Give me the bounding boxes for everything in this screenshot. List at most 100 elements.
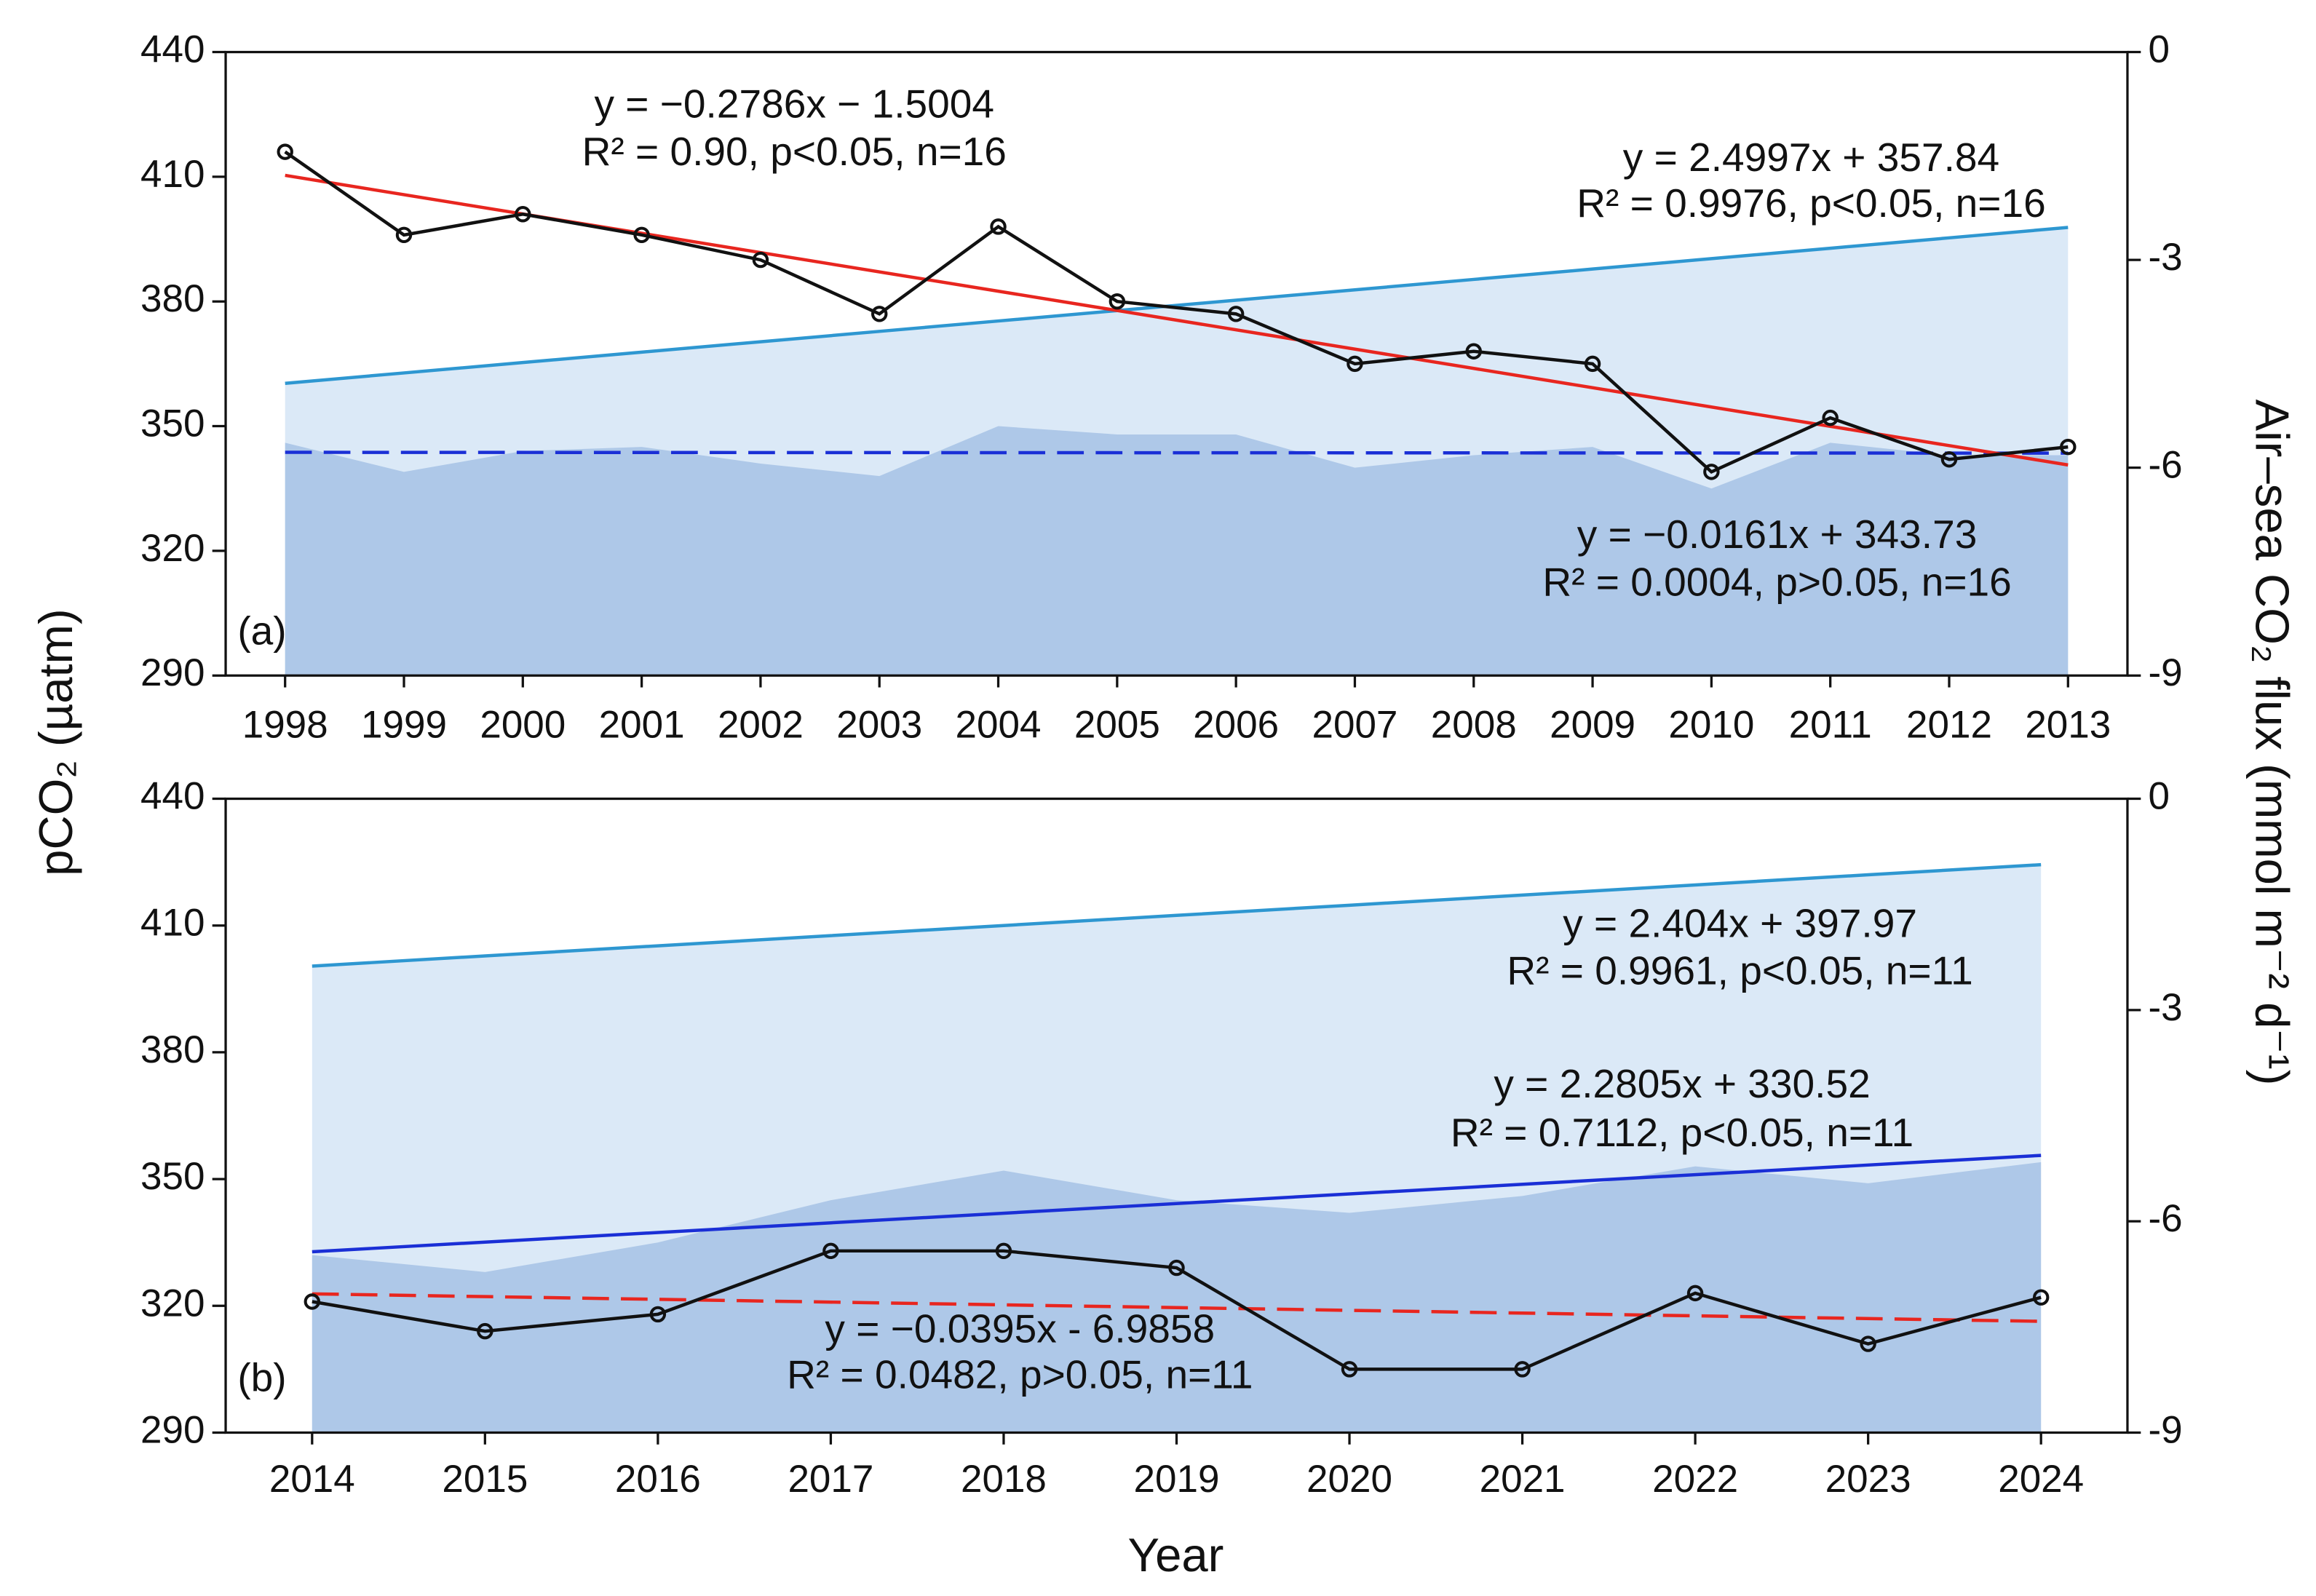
trend-line (312, 1292, 2042, 1323)
point (2032, 1289, 2050, 1306)
point (1514, 1361, 1531, 1378)
x-tick-label: 2010 (1668, 704, 1754, 747)
line (284, 150, 2069, 475)
x-tick-label: 2012 (1906, 704, 1992, 747)
x-tick-label: 1998 (242, 704, 328, 747)
x-tick-label: 2015 (442, 1458, 528, 1501)
annotation: R² = 0.0482, p>0.05, n=11 (787, 1352, 1253, 1397)
y-tick-label: 440 (140, 28, 205, 71)
point (871, 306, 888, 322)
area (285, 426, 2069, 676)
point (1860, 1335, 1876, 1352)
x-tick-label: 2017 (788, 1458, 873, 1501)
x-tick-label: 2018 (961, 1458, 1047, 1501)
x-axis-label: Year (1128, 1528, 1224, 1581)
annotation: R² = 0.7112, p<0.05, n=11 (1451, 1110, 1914, 1155)
point (2060, 438, 2077, 456)
y-tick-label: 320 (140, 527, 205, 570)
y-tick-label: 410 (140, 153, 205, 196)
y2-tick-label: 0 (2149, 28, 2170, 71)
annotation: R² = 0.90, p<0.05, n=16 (582, 129, 1007, 174)
trend-line (312, 862, 2042, 968)
point (477, 1322, 493, 1340)
y2-tick-label: -6 (2149, 1197, 2183, 1240)
point (1168, 1259, 1185, 1277)
trend-line (285, 226, 2069, 385)
y2-tick-label: -9 (2149, 1409, 2183, 1452)
x-tick-label: 2016 (615, 1458, 701, 1501)
x-tick-label: 2020 (1306, 1458, 1392, 1501)
point (990, 218, 1007, 235)
annotation: R² = 0.0004, p>0.05, n=16 (1542, 559, 2011, 604)
annotation: y = −0.0395x - 6.9858 (825, 1306, 1215, 1351)
annotation: y = −0.2786x − 1.5004 (594, 82, 994, 127)
y-tick-label: 320 (140, 1282, 205, 1325)
y2-tick-label: -3 (2149, 236, 2183, 279)
x-tick-label: 2007 (1312, 704, 1397, 747)
point (1822, 409, 1839, 426)
x-tick-label: 2004 (956, 704, 1042, 747)
x-tick-label: 2006 (1193, 704, 1279, 747)
y2-tick-label: 0 (2149, 775, 2170, 818)
trend-line (312, 1154, 2042, 1254)
y2-tick-label: -6 (2149, 444, 2183, 487)
point (395, 226, 413, 244)
y-tick-label: 350 (140, 1155, 205, 1198)
panel-label: (b) (237, 1355, 286, 1400)
point (304, 1293, 321, 1310)
point (1584, 355, 1601, 373)
y-tick-label: 380 (140, 1028, 205, 1071)
point (1347, 355, 1363, 373)
plot-frame (224, 50, 2129, 677)
x-tick-label: 2008 (1431, 704, 1517, 747)
y-axis-label: pCO₂ (µatm) (29, 608, 82, 876)
x-tick-label: 2003 (836, 704, 922, 747)
x-tick-label: 2023 (1825, 1458, 1911, 1501)
x-tick-label: 2019 (1134, 1458, 1220, 1501)
point (1465, 343, 1482, 360)
y-tick-label: 380 (140, 277, 205, 320)
y2-tick-label: -9 (2149, 651, 2183, 694)
point (995, 1242, 1012, 1260)
annotation: R² = 0.9961, p<0.05, n=11 (1507, 948, 1972, 993)
point (1686, 1285, 1704, 1302)
annotation: y = 2.404x + 397.97 (1563, 900, 1917, 945)
x-tick-label: 2000 (480, 704, 566, 747)
point (649, 1306, 667, 1323)
point (1227, 306, 1245, 322)
y-tick-label: 290 (140, 1409, 205, 1452)
point (1109, 293, 1126, 310)
y2-tick-label: -3 (2149, 986, 2183, 1029)
panel: 290 320 350 380 410 440 -9 -6 -3 0 1998 1999 2000 200… (140, 28, 2183, 747)
x-tick-label: 2024 (1998, 1458, 2084, 1501)
annotation: R² = 0.9976, p<0.05, n=16 (1577, 180, 2045, 226)
point (1703, 464, 1720, 480)
panel-label: (a) (237, 608, 286, 654)
x-tick-label: 2001 (599, 704, 685, 747)
x-tick-label: 2002 (718, 704, 804, 747)
y-tick-label: 410 (140, 902, 205, 945)
x-tick-label: 1999 (361, 704, 447, 747)
point (277, 143, 293, 160)
y2-axis-label: Air–sea CO₂ flux (mmol m⁻² d⁻¹) (2245, 400, 2299, 1086)
point (633, 226, 650, 244)
point (1940, 451, 1958, 468)
x-tick-label: 2005 (1074, 704, 1160, 747)
annotation: y = 2.4997x + 357.84 (1623, 135, 1999, 180)
y-tick-label: 440 (140, 775, 205, 818)
x-tick-label: 2013 (2025, 704, 2111, 747)
point (752, 251, 769, 269)
area (312, 1162, 2042, 1433)
point (1341, 1361, 1358, 1378)
x-tick-label: 2022 (1652, 1458, 1738, 1501)
panel: 290 320 350 380 410 440 -9 -6 -3 0 2014 2015 2016 201… (140, 775, 2183, 1501)
point (822, 1242, 839, 1260)
x-tick-label: 2009 (1550, 704, 1635, 747)
x-tick-label: 2011 (1789, 704, 1872, 747)
annotation: y = 2.2805x + 330.52 (1494, 1061, 1870, 1106)
annotation: y = −0.0161x + 343.73 (1577, 512, 1978, 557)
point (515, 206, 531, 223)
y-tick-label: 290 (140, 651, 205, 694)
x-tick-label: 2021 (1480, 1458, 1566, 1501)
